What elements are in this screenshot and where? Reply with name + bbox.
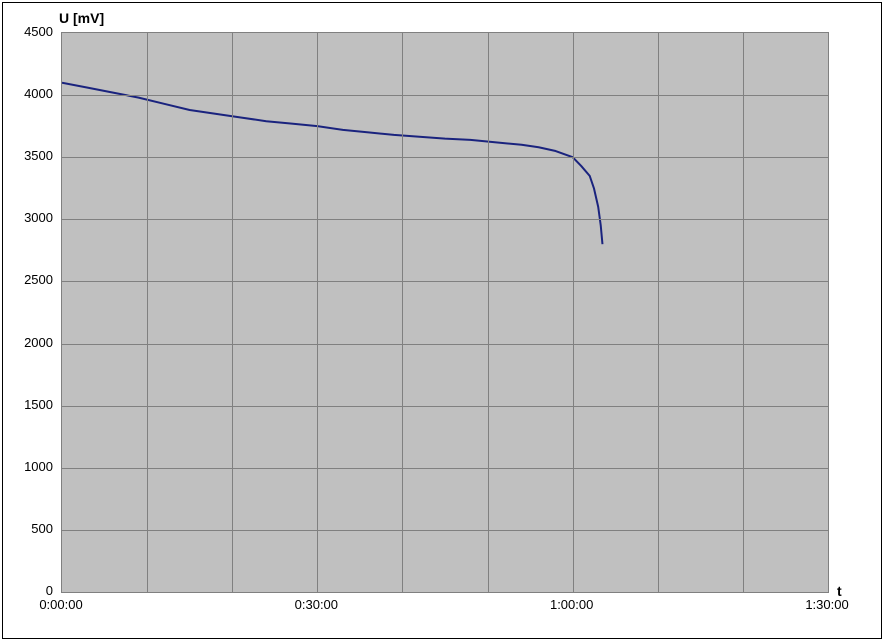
grid-line-h [62, 530, 828, 531]
grid-line-v [743, 33, 744, 592]
y-tick-label: 3000 [0, 210, 53, 225]
data-series [62, 33, 828, 592]
y-tick-label: 2500 [0, 272, 53, 287]
grid-line-v [573, 33, 574, 592]
grid-line-h [62, 406, 828, 407]
y-tick-label: 4500 [0, 24, 53, 39]
plot-area [61, 32, 829, 593]
x-tick-label: 1:00:00 [532, 597, 612, 612]
x-tick-label: 0:00:00 [21, 597, 101, 612]
y-axis-title: U [mV] [59, 10, 104, 26]
grid-line-v [658, 33, 659, 592]
x-tick-label: 1:30:00 [787, 597, 867, 612]
grid-line-h [62, 281, 828, 282]
grid-line-v [402, 33, 403, 592]
grid-line-v [488, 33, 489, 592]
grid-line-v [317, 33, 318, 592]
grid-line-h [62, 157, 828, 158]
grid-line-h [62, 468, 828, 469]
y-tick-label: 2000 [0, 335, 53, 350]
y-tick-label: 500 [0, 521, 53, 536]
y-tick-label: 0 [0, 583, 53, 598]
grid-line-h [62, 219, 828, 220]
x-tick-label: 0:30:00 [276, 597, 356, 612]
y-tick-label: 1500 [0, 397, 53, 412]
grid-line-v [232, 33, 233, 592]
y-tick-label: 4000 [0, 86, 53, 101]
discharge-chart: U [mV] t 0500100015002000250030003500400… [0, 0, 884, 641]
grid-line-v [147, 33, 148, 592]
grid-line-h [62, 95, 828, 96]
grid-line-h [62, 344, 828, 345]
y-tick-label: 1000 [0, 459, 53, 474]
y-tick-label: 3500 [0, 148, 53, 163]
